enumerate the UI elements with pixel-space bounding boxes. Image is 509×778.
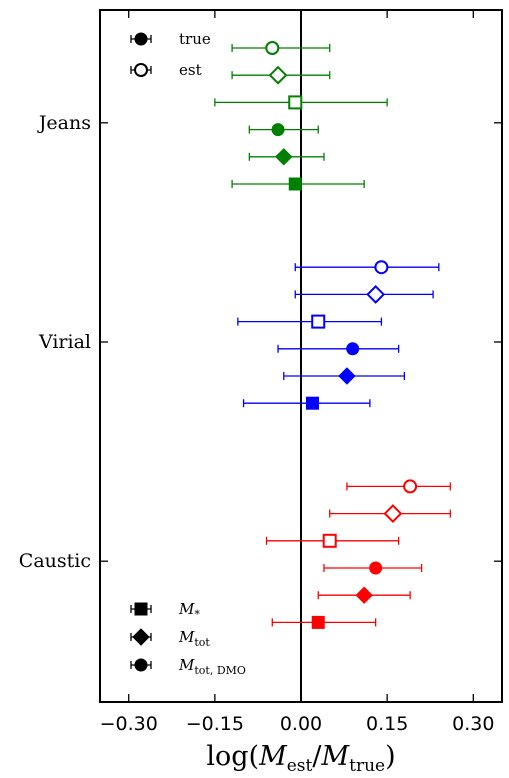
x-tick-label: −0.15: [186, 713, 244, 735]
data-point-circle: [265, 41, 280, 55]
axis-ticks: Jeans Virial Caustic −0.30 −0.15 0.00 0.15 0.30: [19, 10, 502, 735]
data-point-diamond: [366, 284, 386, 304]
y-tick-label: Jeans: [37, 112, 91, 134]
data-point-circle: [346, 342, 360, 356]
legends: true est M* Mtot Mtot, DMO: [130, 30, 246, 677]
legend-label: true: [179, 30, 211, 48]
data-point-diamond: [275, 148, 293, 166]
data-point-diamond: [355, 586, 373, 604]
y-tick-label: Caustic: [19, 550, 91, 572]
data-point-circle: [403, 479, 418, 494]
data-point-circle: [271, 123, 285, 137]
legend-label: est: [179, 61, 202, 79]
data-point-square: [288, 95, 303, 110]
data-point-square: [322, 533, 337, 548]
legend-label: Mtot, DMO: [178, 656, 246, 677]
data-point-square: [311, 314, 326, 329]
legend-marker-circle: [134, 658, 148, 672]
x-tick-label: 0.15: [366, 713, 408, 735]
data-point-circle: [369, 561, 383, 575]
legend-marker-square: [134, 602, 148, 616]
data-point-circle: [374, 260, 389, 275]
data-point-diamond: [383, 504, 403, 524]
legend-marker-diamond: [132, 628, 150, 646]
data-marks: [214, 10, 451, 702]
legend-label: Mtot: [178, 628, 210, 649]
legend-marker-circle: [134, 63, 148, 77]
x-tick-label: −0.30: [100, 713, 158, 735]
data-point-square: [305, 396, 319, 410]
data-point-diamond: [338, 367, 356, 385]
data-point-diamond: [268, 65, 288, 85]
data-point-square: [311, 615, 325, 629]
x-tick-label: 0.00: [280, 713, 322, 735]
data-point-square: [288, 177, 302, 191]
x-tick-label: 0.30: [452, 713, 494, 735]
legend-marker-circle: [134, 32, 148, 46]
legend-label: M*: [178, 600, 200, 621]
y-tick-label: Virial: [38, 331, 91, 353]
x-axis-label: log(Mest/Mtrue): [206, 741, 395, 776]
